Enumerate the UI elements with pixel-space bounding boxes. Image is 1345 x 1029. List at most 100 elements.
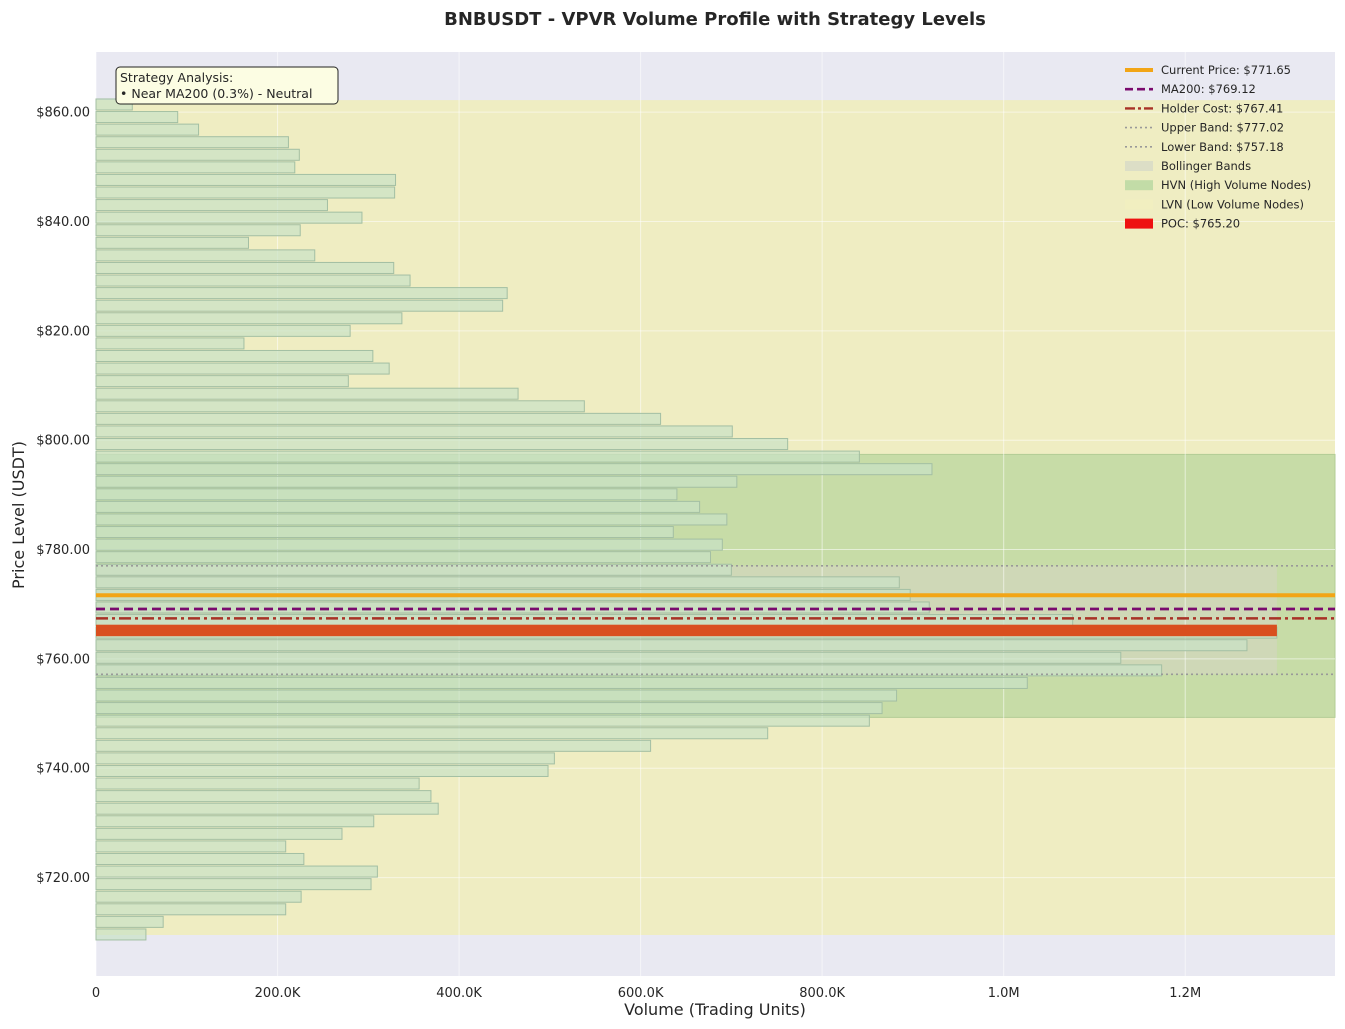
volume-bar — [95, 752, 555, 765]
volume-bar — [95, 287, 508, 300]
volume-bar — [95, 513, 728, 526]
volume-bar — [95, 551, 712, 564]
volume-bar — [95, 840, 287, 853]
volume-bar — [95, 739, 652, 752]
volume-bar — [95, 450, 860, 463]
strategy-levels — [96, 565, 1335, 676]
volume-bar — [95, 211, 363, 224]
volume-bar — [95, 488, 678, 501]
volume-bar — [95, 903, 287, 916]
y-tick-label: $720.00 — [36, 871, 90, 886]
legend-lvn-label: LVN (Low Volume Nodes) — [1161, 197, 1304, 211]
volume-bar — [95, 664, 1163, 677]
y-axis-title: Price Level (USDT) — [9, 441, 28, 589]
x-tick-label: 1.2M — [1169, 986, 1201, 1001]
volume-bar — [95, 538, 723, 551]
volume-bar — [95, 890, 302, 903]
volume-bar — [95, 312, 403, 325]
volume-bar — [95, 349, 374, 363]
x-tick-label: 800.0K — [799, 986, 845, 1001]
legend-current-price-label: Current Price: $771.65 — [1161, 63, 1291, 77]
volume-bar — [95, 173, 397, 186]
volume-bar — [95, 199, 328, 212]
volume-bar — [95, 475, 738, 488]
volume-bar — [95, 827, 343, 840]
x-tick-label: 200.0K — [255, 986, 301, 1001]
volume-bar — [95, 639, 1248, 652]
legend-bollinger-swatch — [1125, 161, 1153, 171]
volume-bar — [95, 777, 420, 790]
volume-bar — [95, 274, 411, 287]
y-tick-label: $840.00 — [36, 215, 90, 230]
volume-bar — [95, 261, 395, 274]
volume-bar — [95, 224, 301, 237]
annotation-background — [115, 66, 339, 105]
volume-bar — [95, 714, 870, 727]
volume-bar — [95, 463, 933, 476]
x-tick-label: 600.0K — [618, 986, 664, 1001]
poc-bar — [96, 624, 1277, 637]
volume-bar — [95, 614, 1074, 627]
x-axis-title: Volume (Trading Units) — [624, 1000, 806, 1019]
volume-bar — [95, 387, 519, 400]
y-tick-label: $760.00 — [36, 652, 90, 667]
annotation-title: Strategy Analysis: — [120, 70, 233, 85]
legend-upper-band-label: Upper Band: $777.02 — [1161, 121, 1284, 135]
volume-bar — [95, 865, 378, 878]
volume-bar — [95, 727, 769, 740]
volume-bar — [95, 790, 432, 803]
volume-bar — [95, 400, 585, 413]
legend-poc-swatch — [1125, 218, 1153, 229]
legend-hvn-swatch — [1125, 180, 1153, 191]
volume-bar — [95, 186, 396, 199]
volume-bar — [95, 375, 349, 388]
legend: Current Price: $771.65 MA200: $769.12 Hold… — [1125, 63, 1311, 231]
volume-bar — [95, 651, 1122, 664]
volume-bar — [95, 576, 900, 589]
volume-bar — [95, 802, 439, 815]
volume-bar — [95, 438, 789, 451]
volume-bar — [95, 676, 1028, 689]
y-tick-label: $740.00 — [36, 762, 90, 777]
x-tick-label: 0 — [92, 986, 100, 1001]
legend-lvn-swatch — [1125, 199, 1153, 210]
volume-bar — [95, 702, 883, 715]
y-tick-label: $800.00 — [36, 434, 90, 449]
volume-bar — [95, 362, 390, 375]
axis-ticks: 0 200.0K 400.0K 600.0K 800.0K 1.0M 1.2M $720.00… — [36, 106, 1201, 1001]
chart-title: BNBUSDT - VPVR Volume Profile with Strat… — [444, 9, 986, 30]
volume-bar — [95, 526, 674, 539]
volume-bar — [95, 689, 898, 702]
volume-bar — [95, 324, 351, 337]
volume-bar — [95, 123, 200, 136]
volume-bar — [95, 500, 701, 513]
volume-bar — [95, 815, 375, 828]
annotation-line: • Near MA200 (0.3%) - Neutral — [120, 86, 312, 101]
volume-bar — [95, 425, 733, 438]
volume-bar — [95, 563, 732, 576]
x-tick-label: 1.0M — [988, 986, 1020, 1001]
volume-bar — [95, 601, 930, 614]
volume-bar — [95, 928, 147, 941]
volume-bar — [95, 878, 372, 891]
legend-ma200-label: MA200: $769.12 — [1161, 82, 1256, 96]
legend-bollinger-label: Bollinger Bands — [1161, 159, 1251, 173]
x-tick-label: 400.0K — [436, 986, 482, 1001]
volume-bar — [95, 249, 316, 262]
volume-bar — [95, 111, 179, 124]
volume-bar — [95, 764, 549, 777]
legend-hvn-label: HVN (High Volume Nodes) — [1161, 178, 1311, 192]
legend-lower-band-label: Lower Band: $757.18 — [1161, 140, 1284, 154]
volume-bar — [95, 161, 296, 174]
volume-bar — [95, 412, 662, 425]
volume-bars — [95, 98, 1278, 941]
volume-bar — [95, 236, 249, 249]
y-tick-label: $780.00 — [36, 543, 90, 558]
legend-holder-cost-label: Holder Cost: $767.41 — [1161, 101, 1283, 115]
volume-bar — [95, 136, 289, 149]
legend-poc-label: POC: $765.20 — [1161, 217, 1240, 231]
volume-bar — [95, 337, 245, 350]
y-tick-label: $820.00 — [36, 324, 90, 339]
volume-bar — [95, 852, 305, 866]
